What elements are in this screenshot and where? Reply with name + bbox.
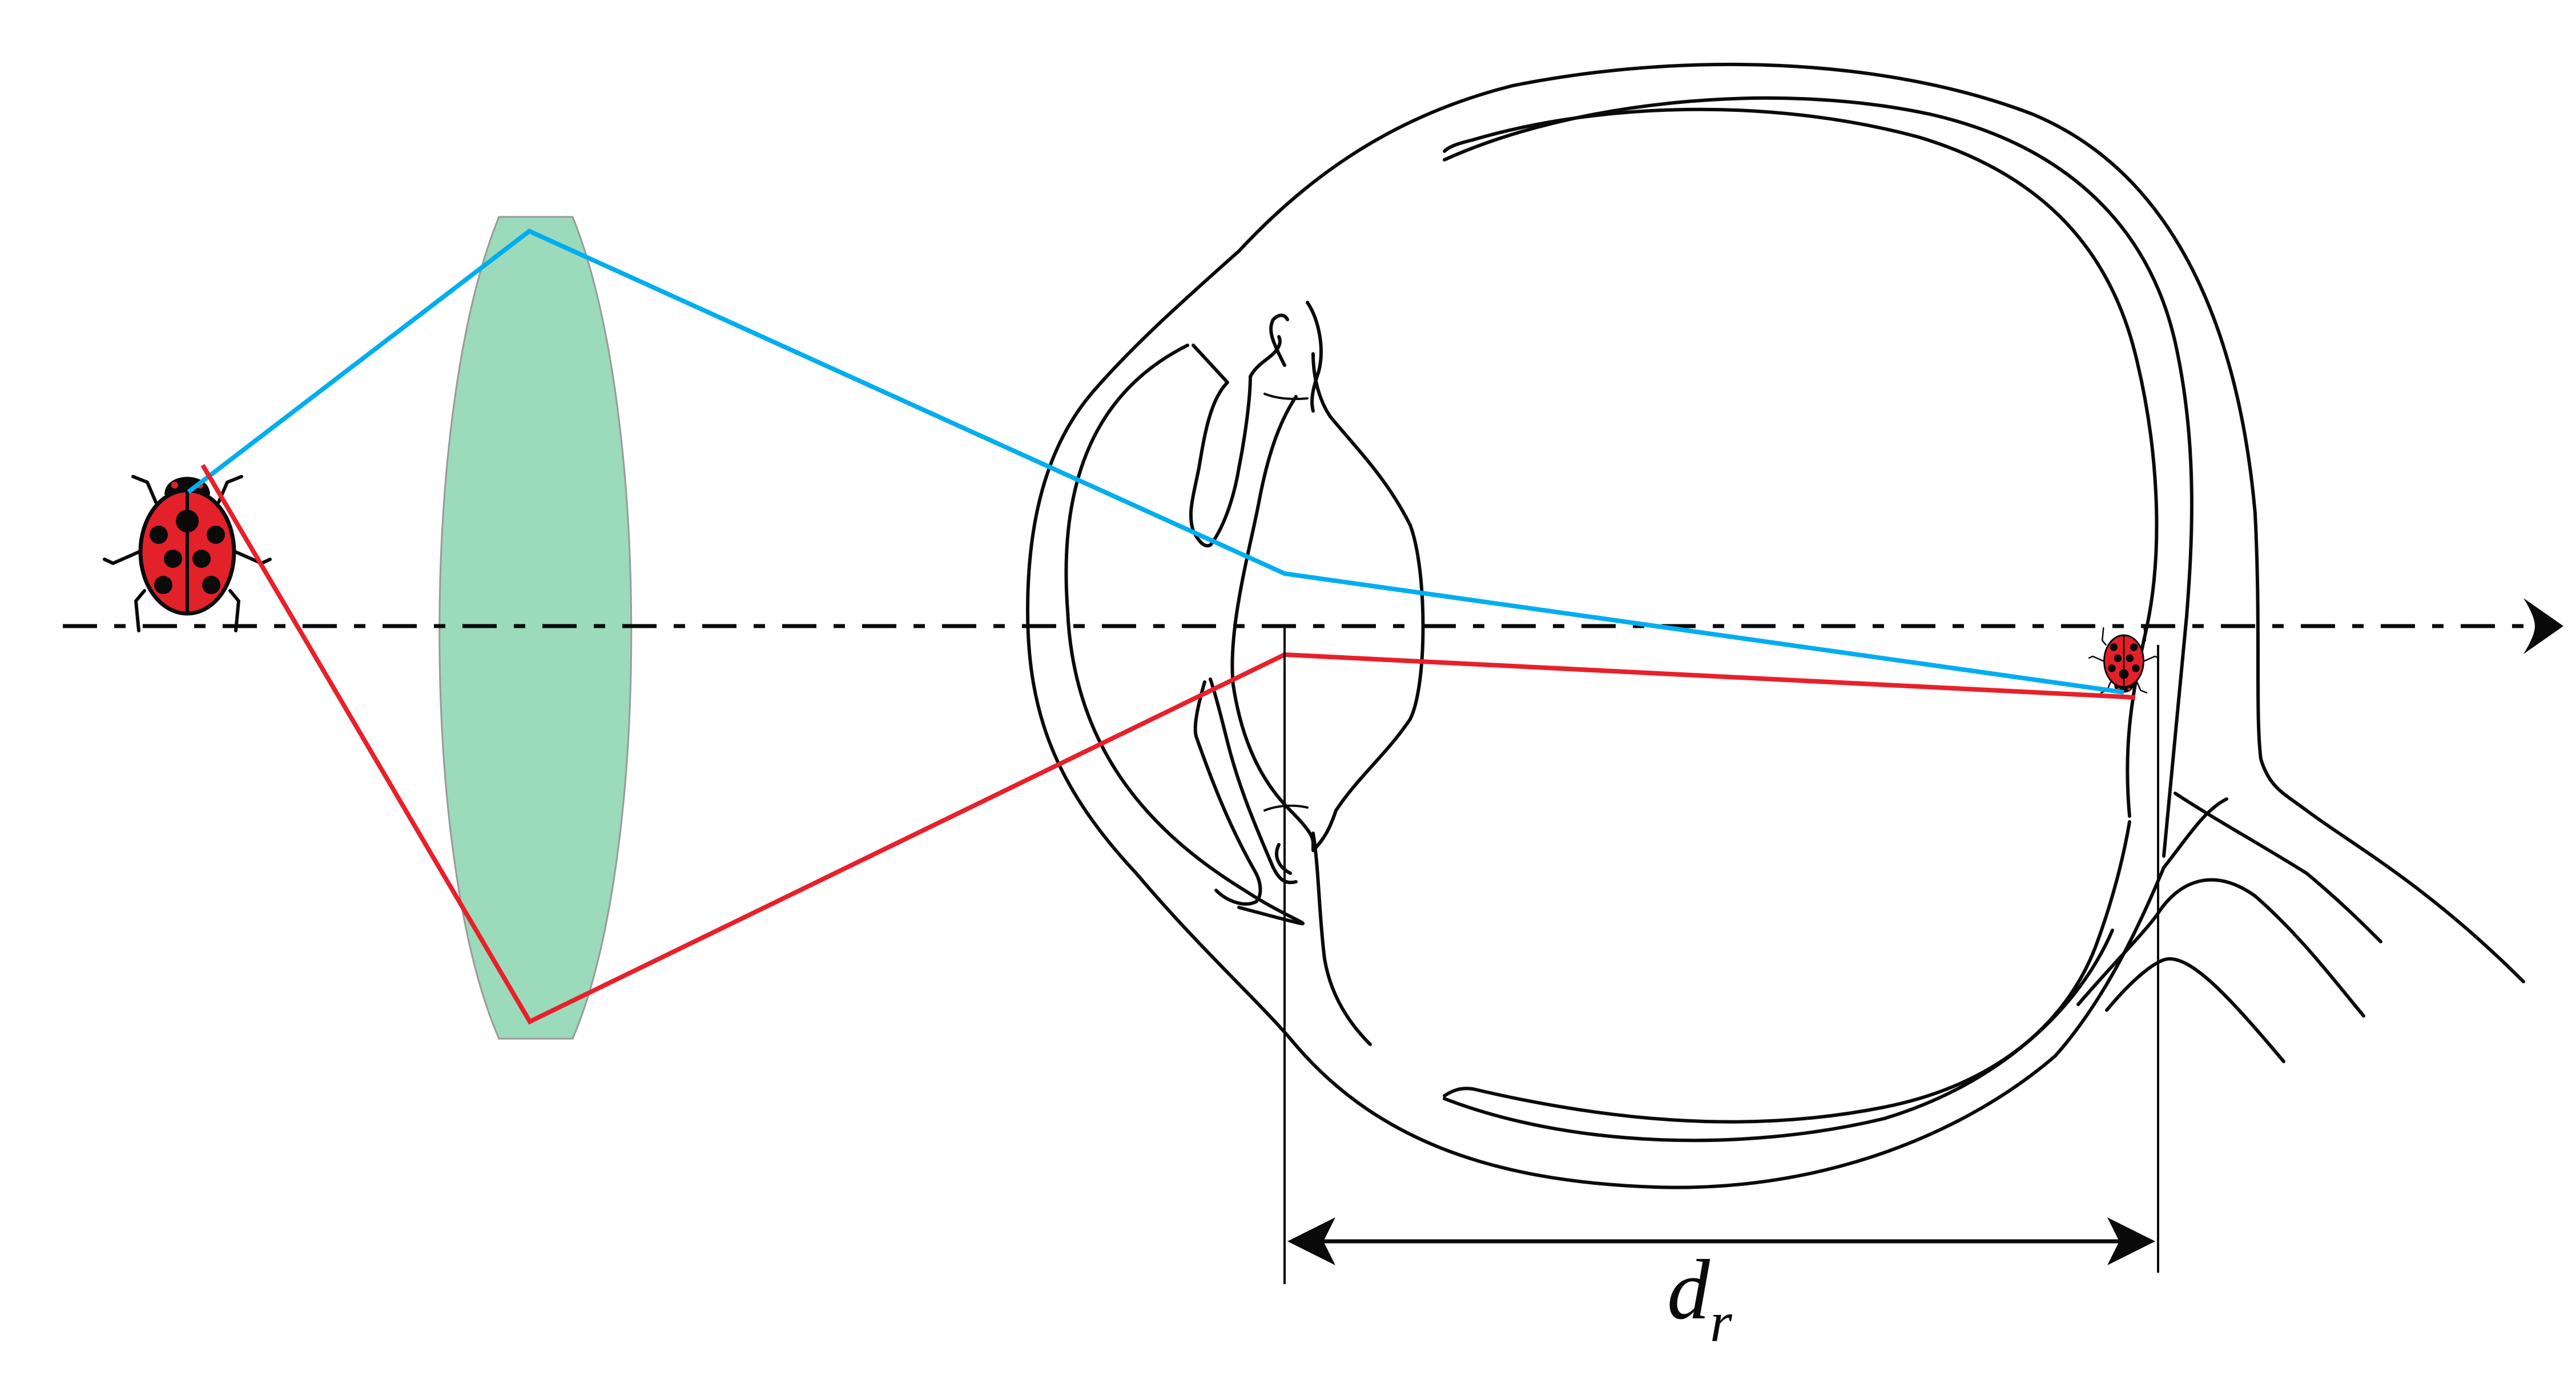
- eye-iris-upper: [1189, 335, 1282, 548]
- image-ladybug: [2088, 627, 2160, 694]
- eye-choroid: [1443, 96, 2193, 858]
- ray-bottom-red: [200, 463, 2136, 1025]
- dimension-label: dr: [1667, 1242, 1733, 1354]
- corrective-lens: [438, 216, 633, 1040]
- eye-crystalline-lens: [1230, 352, 1425, 852]
- object-ladybug: [104, 477, 270, 631]
- dimension-label-main: d: [1667, 1242, 1710, 1337]
- eye: [1026, 62, 2525, 1189]
- optical-axis-arrowhead: [2523, 598, 2563, 654]
- ray-top-blue: [187, 228, 2124, 695]
- eye-iris-lower: [1193, 680, 1262, 906]
- eye-retina: [1443, 107, 2159, 818]
- eye-outer-wall: [1237, 62, 2525, 983]
- eye-cornea: [1064, 344, 1305, 926]
- dimension-label-sub: r: [1710, 1290, 1733, 1354]
